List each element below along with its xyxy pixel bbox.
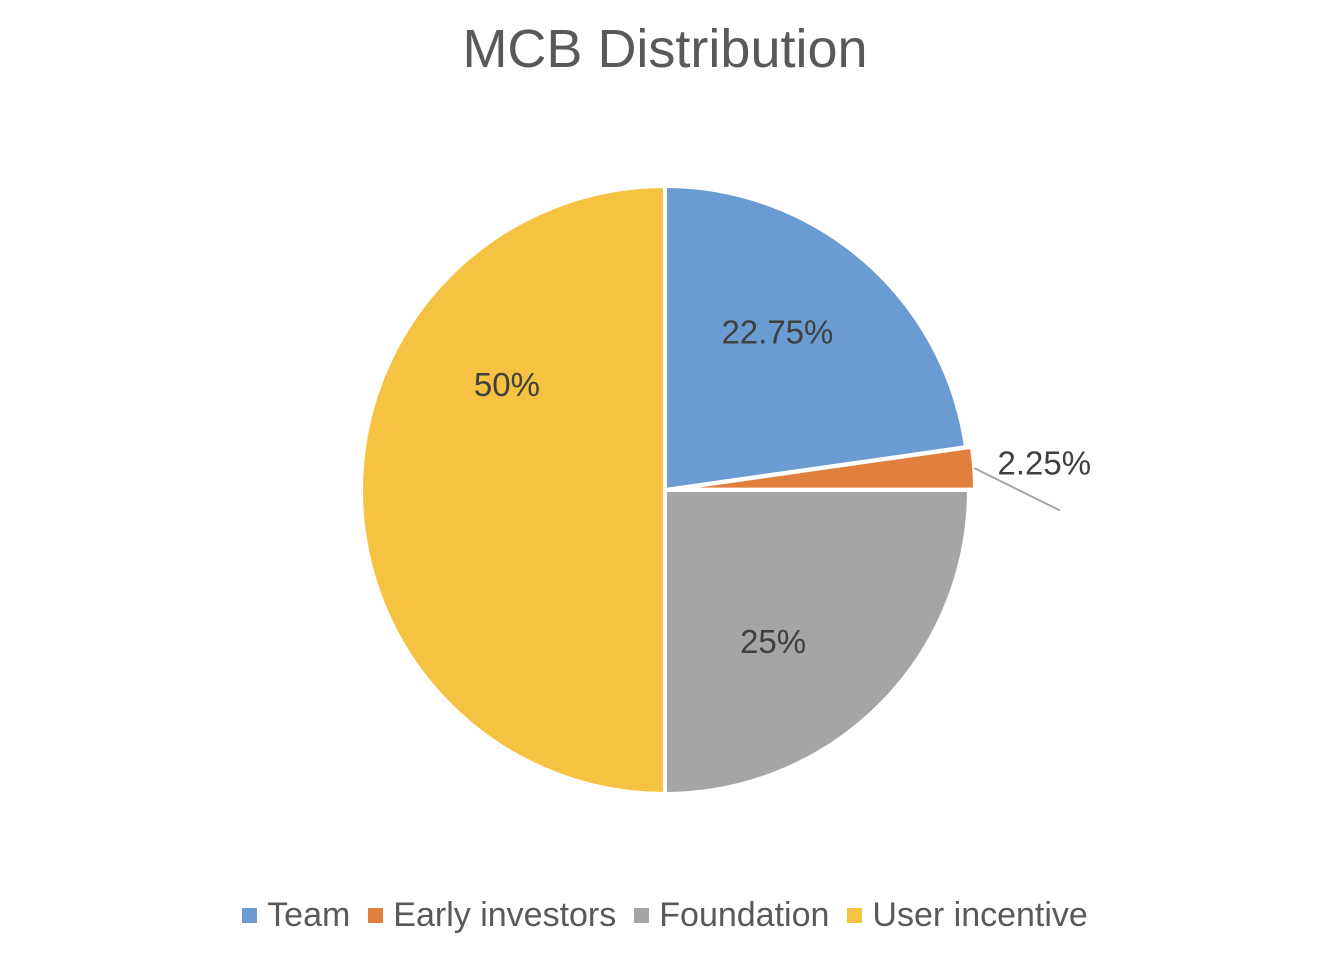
slice-label-user-incentive: 50%	[474, 366, 540, 403]
pie-slice-foundation	[663, 488, 971, 796]
legend-item-foundation: Foundation	[634, 896, 829, 935]
legend-swatch-team	[242, 908, 258, 923]
pie-slice-team	[663, 184, 968, 492]
legend: Team Early investors Foundation User inc…	[0, 896, 1330, 935]
legend-label-early-investors: Early investors	[393, 896, 617, 934]
leader-line-early-investors	[973, 467, 1061, 512]
legend-item-early-investors: Early investors	[368, 896, 616, 935]
pie-slice-user-incentive	[359, 184, 667, 796]
slice-labels: 22.75% 2.25% 25% 50%	[474, 314, 1091, 660]
pie-slices	[359, 184, 977, 796]
leader-lines	[973, 467, 1061, 512]
pie-slice-early-investors	[668, 444, 977, 492]
legend-swatch-early-investors	[368, 908, 384, 923]
legend-swatch-foundation	[634, 908, 650, 923]
legend-item-user-incentive: User incentive	[847, 896, 1088, 935]
legend-label-user-incentive: User incentive	[872, 896, 1088, 934]
slice-label-early-investors: 2.25%	[998, 444, 1092, 481]
legend-swatch-user-incentive	[847, 908, 863, 923]
legend-label-foundation: Foundation	[659, 896, 830, 934]
legend-item-team: Team	[242, 896, 350, 935]
slice-label-foundation: 25%	[740, 623, 806, 660]
slice-label-team: 22.75%	[721, 314, 833, 351]
chart-title: MCB Distribution	[462, 19, 868, 79]
legend-label-team: Team	[267, 896, 351, 934]
